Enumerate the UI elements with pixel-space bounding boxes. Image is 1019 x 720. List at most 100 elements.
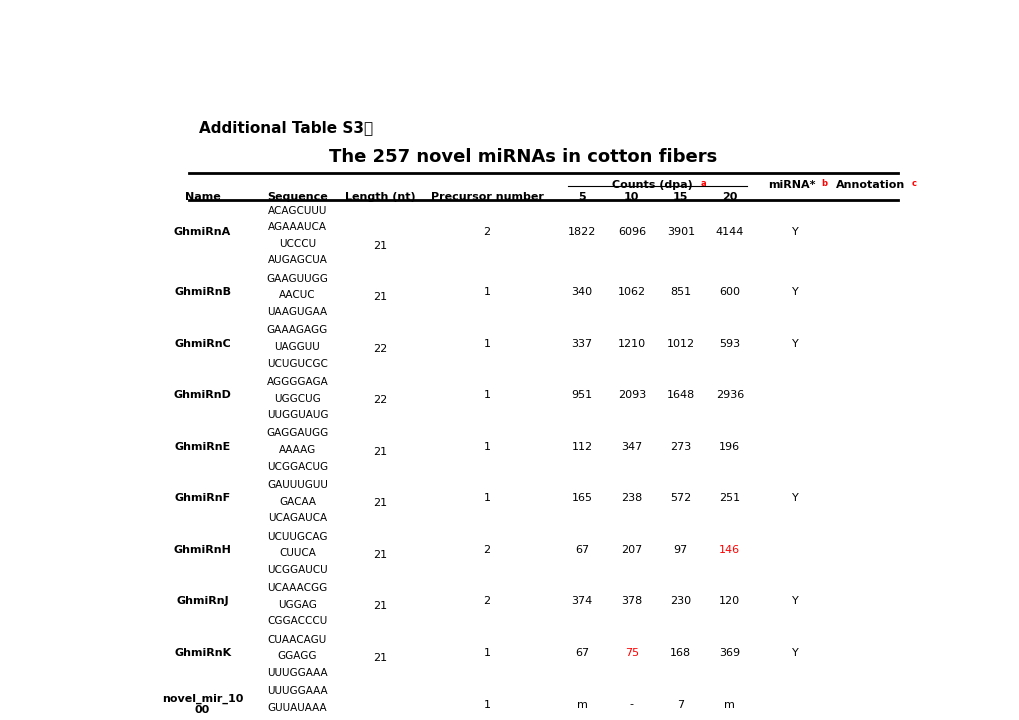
Text: GAUUUGUU: GAUUUGUU xyxy=(267,480,327,490)
Text: GhmiRnD: GhmiRnD xyxy=(173,390,231,400)
Text: Sequence: Sequence xyxy=(267,192,327,202)
Text: Name: Name xyxy=(184,192,220,202)
Text: AAAAG: AAAAG xyxy=(278,445,316,455)
Text: c: c xyxy=(911,179,916,188)
Text: 1: 1 xyxy=(483,493,490,503)
Text: 21: 21 xyxy=(373,498,387,508)
Text: 1012: 1012 xyxy=(666,338,694,348)
Text: 1: 1 xyxy=(483,390,490,400)
Text: UGGCUG: UGGCUG xyxy=(274,394,321,403)
Text: 21: 21 xyxy=(373,446,387,456)
Text: miRNA*: miRNA* xyxy=(767,180,814,190)
Text: 21: 21 xyxy=(373,653,387,663)
Text: UCAAACGG: UCAAACGG xyxy=(267,583,327,593)
Text: 374: 374 xyxy=(571,596,592,606)
Text: 67: 67 xyxy=(575,545,589,555)
Text: 10: 10 xyxy=(624,192,639,202)
Text: GhmiRnH: GhmiRnH xyxy=(173,545,231,555)
Text: 7: 7 xyxy=(677,700,684,709)
Text: 5: 5 xyxy=(578,192,585,202)
Text: 67: 67 xyxy=(575,648,589,658)
Text: 2: 2 xyxy=(483,545,490,555)
Text: CGGACCCU: CGGACCCU xyxy=(267,616,327,626)
Text: 165: 165 xyxy=(571,493,592,503)
Text: 2: 2 xyxy=(483,228,490,237)
Text: 238: 238 xyxy=(621,493,642,503)
Text: 230: 230 xyxy=(669,596,691,606)
Text: AUGAGCUA: AUGAGCUA xyxy=(267,256,327,266)
Text: m: m xyxy=(723,700,735,709)
Text: 6096: 6096 xyxy=(618,228,645,237)
Text: 2093: 2093 xyxy=(618,390,645,400)
Text: 369: 369 xyxy=(718,648,740,658)
Text: UGGAG: UGGAG xyxy=(278,600,317,610)
Text: GhmiRnB: GhmiRnB xyxy=(174,287,231,297)
Text: GAGGAUGG: GAGGAUGG xyxy=(266,428,328,438)
Text: 21: 21 xyxy=(373,240,387,251)
Text: GAAAGAGG: GAAAGAGG xyxy=(267,325,328,336)
Text: UAGGUU: UAGGUU xyxy=(274,342,320,352)
Text: UCUGUCGC: UCUGUCGC xyxy=(267,359,327,369)
Text: 572: 572 xyxy=(669,493,691,503)
Text: 1822: 1822 xyxy=(568,228,596,237)
Text: UCGGACUG: UCGGACUG xyxy=(267,462,328,472)
Text: 851: 851 xyxy=(669,287,691,297)
Text: AACUC: AACUC xyxy=(279,290,316,300)
Text: ACAGCUUU: ACAGCUUU xyxy=(268,206,327,215)
Text: -: - xyxy=(629,700,633,709)
Text: GhmiRnK: GhmiRnK xyxy=(174,648,231,658)
Text: AGAAAUCA: AGAAAUCA xyxy=(268,222,327,233)
Text: 1: 1 xyxy=(483,648,490,658)
Text: 1: 1 xyxy=(483,287,490,297)
Text: 168: 168 xyxy=(669,648,691,658)
Text: Annotation: Annotation xyxy=(836,180,904,190)
Text: 251: 251 xyxy=(718,493,740,503)
Text: 21: 21 xyxy=(373,550,387,560)
Text: 15: 15 xyxy=(673,192,688,202)
Text: Y: Y xyxy=(792,493,798,503)
Text: GhmiRnF: GhmiRnF xyxy=(174,493,230,503)
Text: Counts (dpa): Counts (dpa) xyxy=(611,180,692,190)
Text: a: a xyxy=(700,179,706,188)
Text: 112: 112 xyxy=(571,442,592,451)
Text: 20: 20 xyxy=(721,192,737,202)
Text: 378: 378 xyxy=(621,596,642,606)
Text: CUUCA: CUUCA xyxy=(279,548,316,558)
Text: GGAGG: GGAGG xyxy=(277,652,317,662)
Text: 600: 600 xyxy=(718,287,740,297)
Text: 120: 120 xyxy=(718,596,740,606)
Text: b: b xyxy=(820,179,826,188)
Text: GACAA: GACAA xyxy=(278,497,316,507)
Text: UCUUGCAG: UCUUGCAG xyxy=(267,531,327,541)
Text: CUAACAGU: CUAACAGU xyxy=(268,635,327,644)
Text: 1: 1 xyxy=(483,442,490,451)
Text: 21: 21 xyxy=(373,601,387,611)
Text: GhmiRnC: GhmiRnC xyxy=(174,338,230,348)
Text: 207: 207 xyxy=(621,545,642,555)
Text: 75: 75 xyxy=(625,648,638,658)
Text: 593: 593 xyxy=(718,338,740,348)
Text: Precursor number: Precursor number xyxy=(430,192,543,202)
Text: Additional Table S3：: Additional Table S3： xyxy=(199,120,372,135)
Text: Length (nt): Length (nt) xyxy=(344,192,416,202)
Text: UUGGUAUG: UUGGUAUG xyxy=(266,410,328,420)
Text: 951: 951 xyxy=(571,390,592,400)
Text: 2: 2 xyxy=(483,596,490,606)
Text: Y: Y xyxy=(792,596,798,606)
Text: AGGGGAGA: AGGGGAGA xyxy=(266,377,328,387)
Text: 1210: 1210 xyxy=(618,338,645,348)
Text: UCCCU: UCCCU xyxy=(278,239,316,249)
Text: 3901: 3901 xyxy=(666,228,694,237)
Text: The 257 novel miRNAs in cotton fibers: The 257 novel miRNAs in cotton fibers xyxy=(328,148,716,166)
Text: GhmiRnA: GhmiRnA xyxy=(174,228,231,237)
Text: 22: 22 xyxy=(373,343,387,354)
Text: UUUGGAAA: UUUGGAAA xyxy=(267,668,327,678)
Text: 340: 340 xyxy=(571,287,592,297)
Text: 347: 347 xyxy=(621,442,642,451)
Text: 146: 146 xyxy=(718,545,740,555)
Text: Y: Y xyxy=(792,228,798,237)
Text: 273: 273 xyxy=(669,442,691,451)
Text: m: m xyxy=(576,700,587,709)
Text: GAAGUUGG: GAAGUUGG xyxy=(266,274,328,284)
Text: 1: 1 xyxy=(483,338,490,348)
